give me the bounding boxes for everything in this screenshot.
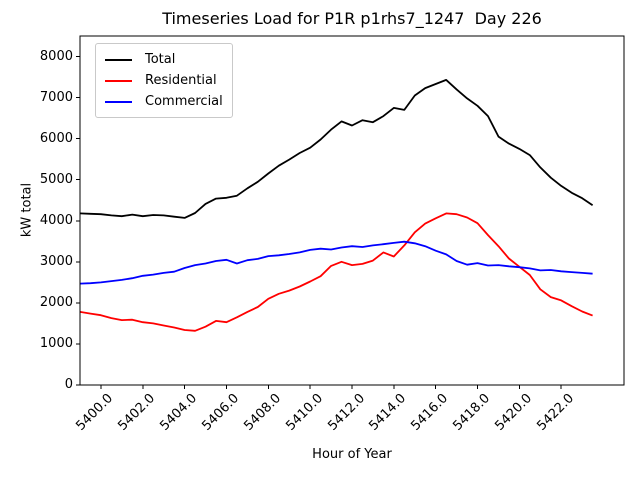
legend-label-residential: Residential bbox=[145, 73, 217, 88]
series-line-residential bbox=[80, 212, 593, 332]
legend-item-residential: Residential bbox=[105, 70, 223, 91]
legend-line-total-swatch bbox=[105, 58, 132, 61]
series-line-commercial bbox=[80, 240, 593, 285]
y-tick-label: 4000 bbox=[39, 212, 73, 228]
y-tick-label: 1000 bbox=[39, 335, 73, 351]
y-tick-label: 8000 bbox=[39, 48, 73, 64]
y-axis-label: kW total bbox=[19, 182, 35, 238]
y-tick-label: 6000 bbox=[39, 130, 73, 146]
legend-item-total: Total bbox=[105, 49, 223, 70]
legend-line-commercial-swatch bbox=[105, 100, 132, 103]
series-line-total bbox=[80, 79, 594, 219]
legend-item-commercial: Commercial bbox=[105, 91, 223, 112]
y-tick-label: 2000 bbox=[39, 294, 73, 310]
y-tick-label: 0 bbox=[64, 377, 73, 392]
chart-title: Timeseries Load for P1R p1rhs7_1247 Day … bbox=[162, 9, 542, 28]
legend-line-residential-swatch bbox=[105, 79, 132, 82]
legend-label-total: Total bbox=[145, 52, 176, 67]
x-axis-label: Hour of Year bbox=[312, 447, 392, 462]
legend-label-commercial: Commercial bbox=[145, 94, 223, 109]
y-tick-label: 3000 bbox=[39, 253, 73, 269]
y-tick-label: 5000 bbox=[39, 171, 73, 187]
legend: Total Residential Commercial bbox=[95, 43, 233, 118]
y-tick-label: 7000 bbox=[39, 89, 73, 105]
